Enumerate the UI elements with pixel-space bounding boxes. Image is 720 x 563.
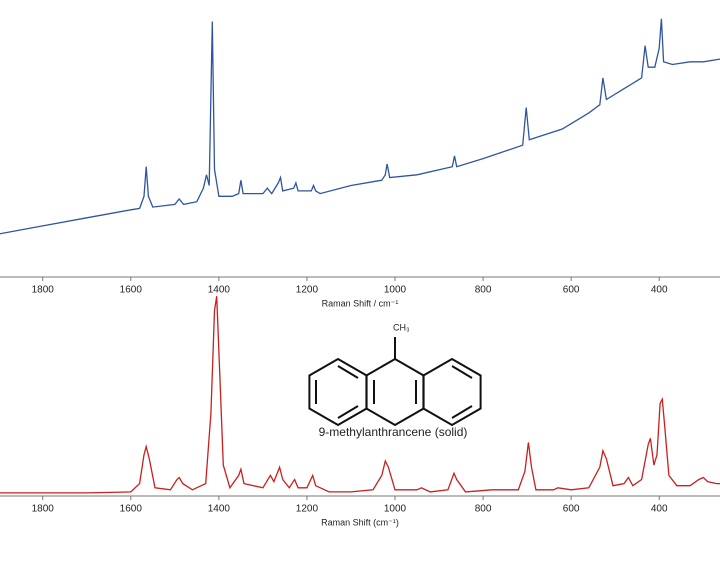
spectrum-line [0, 296, 720, 494]
x-tick-label: 1200 [296, 504, 319, 515]
x-tick-label: 400 [651, 285, 668, 296]
x-tick-label: 1400 [208, 504, 231, 515]
x-tick-label: 800 [475, 285, 492, 296]
annotation: 9-methylanthrancene (solid) [319, 425, 468, 439]
x-tick-label: 1000 [384, 504, 407, 515]
x-tick-label: 400 [651, 504, 668, 515]
x-tick-label: 1800 [32, 504, 55, 515]
x-tick-label: 600 [563, 504, 580, 515]
x-tick-label: 1200 [296, 285, 319, 296]
x-tick-label: 600 [563, 285, 580, 296]
x-tick-label: 1600 [120, 285, 143, 296]
molecule [308, 337, 482, 427]
x-tick-label: 1800 [32, 285, 55, 296]
x-tick-label: 1400 [208, 285, 231, 296]
annotation: CH₃ [393, 322, 410, 332]
x-tick-label: 1600 [120, 504, 143, 515]
x-axis-title: Raman Shift / cm⁻¹ [322, 298, 399, 308]
spectrum-line [0, 18, 720, 235]
x-tick-label: 1000 [384, 285, 407, 296]
x-tick-label: 800 [475, 504, 492, 515]
x-axis-title: Raman Shift (cm⁻¹) [321, 517, 399, 527]
